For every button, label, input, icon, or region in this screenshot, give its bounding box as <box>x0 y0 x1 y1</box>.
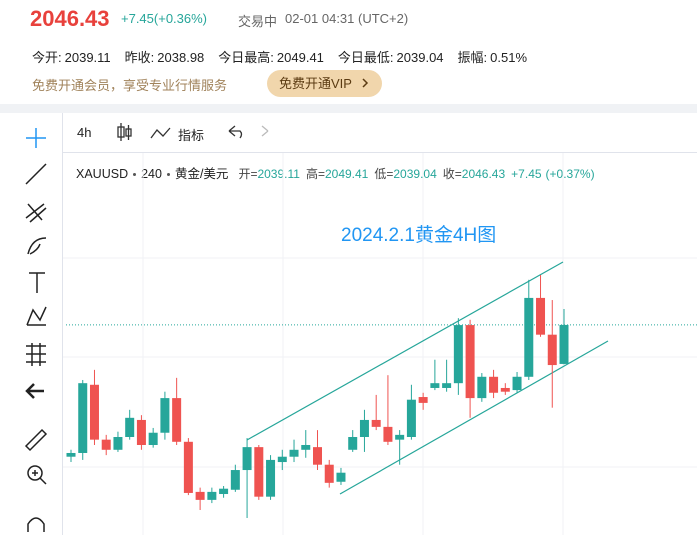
interval[interactable]: 4h <box>77 125 92 140</box>
candle-body <box>359 419 369 437</box>
vip-label: 免费开通VIP <box>279 76 352 91</box>
vip-button[interactable]: 免费开通VIP <box>267 70 382 97</box>
candle-body <box>277 456 287 463</box>
candle-body <box>547 334 557 366</box>
separator <box>0 104 697 113</box>
stats: 今开: 2039.11 昨收: 2038.98 今日最高: 2049.41 今日最低: 203… <box>32 47 541 66</box>
candle-body <box>406 399 416 437</box>
legend-label: 开= <box>238 167 258 181</box>
legend: XAUUSD 240 黄金/美元 开=2039.11 高=2049.41 低=2039.0… <box>76 163 595 182</box>
indicator[interactable]: 指标 <box>178 128 205 143</box>
candle-body <box>336 472 346 482</box>
top-icons <box>117 123 269 141</box>
price-change: +7.45(+0.36%) <box>121 11 208 26</box>
candle-body <box>395 434 405 440</box>
candle-body <box>442 383 452 388</box>
stat-value: 2039.11 <box>64 50 111 65</box>
candle-body <box>465 325 475 399</box>
instrument: 黄金/美元 <box>174 167 229 181</box>
candle-body <box>172 398 182 442</box>
candle-body <box>183 441 193 493</box>
legend-change-pct: (+0.37%) <box>545 167 595 181</box>
trend-channel <box>246 261 609 495</box>
candle-body <box>524 297 534 377</box>
legend-value: 2039.11 <box>257 167 300 181</box>
stat-label: 振幅: <box>457 50 488 65</box>
legend-value: 2046.43 <box>461 167 506 181</box>
dot <box>133 173 137 177</box>
candle-body <box>430 383 440 388</box>
candle-body <box>348 437 358 450</box>
toolbar-bottom <box>62 152 697 153</box>
annotation: 2024.2.1黄金4H图 <box>341 225 497 246</box>
candle-body <box>207 491 217 500</box>
stat-value: 0.51% <box>490 50 528 65</box>
legend-value: 2049.41 <box>324 167 369 181</box>
candle-body <box>301 444 311 450</box>
candle-body <box>453 325 463 384</box>
time: 02-01 04:31 (UTC+2) <box>285 11 409 26</box>
status: 交易中 <box>238 14 278 29</box>
candle-body <box>148 432 158 445</box>
candle-body <box>219 488 229 495</box>
candle-body <box>512 376 522 391</box>
candle-body <box>289 449 299 457</box>
candle-body <box>559 324 569 364</box>
stat-value: 2039.04 <box>396 50 444 65</box>
stat-label: 今日最高: <box>218 50 274 65</box>
stat-label: 昨收: <box>124 50 155 65</box>
symbol: XAUUSD <box>76 167 129 181</box>
candle-body <box>418 397 428 403</box>
candle-body <box>125 417 135 437</box>
legend-label: 收= <box>442 167 462 181</box>
candle-body <box>89 384 99 440</box>
candle-body <box>254 447 264 497</box>
candle-body <box>371 419 381 427</box>
interval: 240 <box>141 167 162 181</box>
stat-value: 2049.41 <box>276 50 324 65</box>
candle-body <box>113 437 123 450</box>
candle-body <box>313 447 322 465</box>
candle-body <box>78 383 88 453</box>
legend-label: 高= <box>305 167 325 181</box>
candle-body <box>242 447 252 471</box>
dot <box>166 173 170 177</box>
candle-body <box>266 459 276 497</box>
candle-body <box>383 426 393 442</box>
candle-body <box>477 376 487 399</box>
candle-body <box>101 439 111 450</box>
candle-body <box>230 470 240 490</box>
legend-change: +7.45 <box>511 167 542 181</box>
price: 2046.43 <box>30 6 110 31</box>
toolbar-border <box>62 113 63 535</box>
stat-value: 2038.98 <box>157 50 205 65</box>
candle-body <box>136 419 146 445</box>
candle-body <box>324 464 334 483</box>
candle-body <box>195 491 205 500</box>
left-toolbar[interactable] <box>24 128 48 532</box>
chevron <box>362 78 369 88</box>
stat-label: 今日最低: <box>337 50 394 65</box>
legend-value: 2039.04 <box>393 167 437 181</box>
candle-body <box>66 452 76 457</box>
legend-label: 低= <box>374 167 394 181</box>
candle-body <box>160 398 170 433</box>
stat-label: 今开: <box>32 50 62 65</box>
candle-body <box>489 376 499 393</box>
promo-text: 免费开通会员，享受专业行情服务 <box>32 78 228 93</box>
candle-body <box>536 297 546 335</box>
candle-body <box>500 387 510 392</box>
